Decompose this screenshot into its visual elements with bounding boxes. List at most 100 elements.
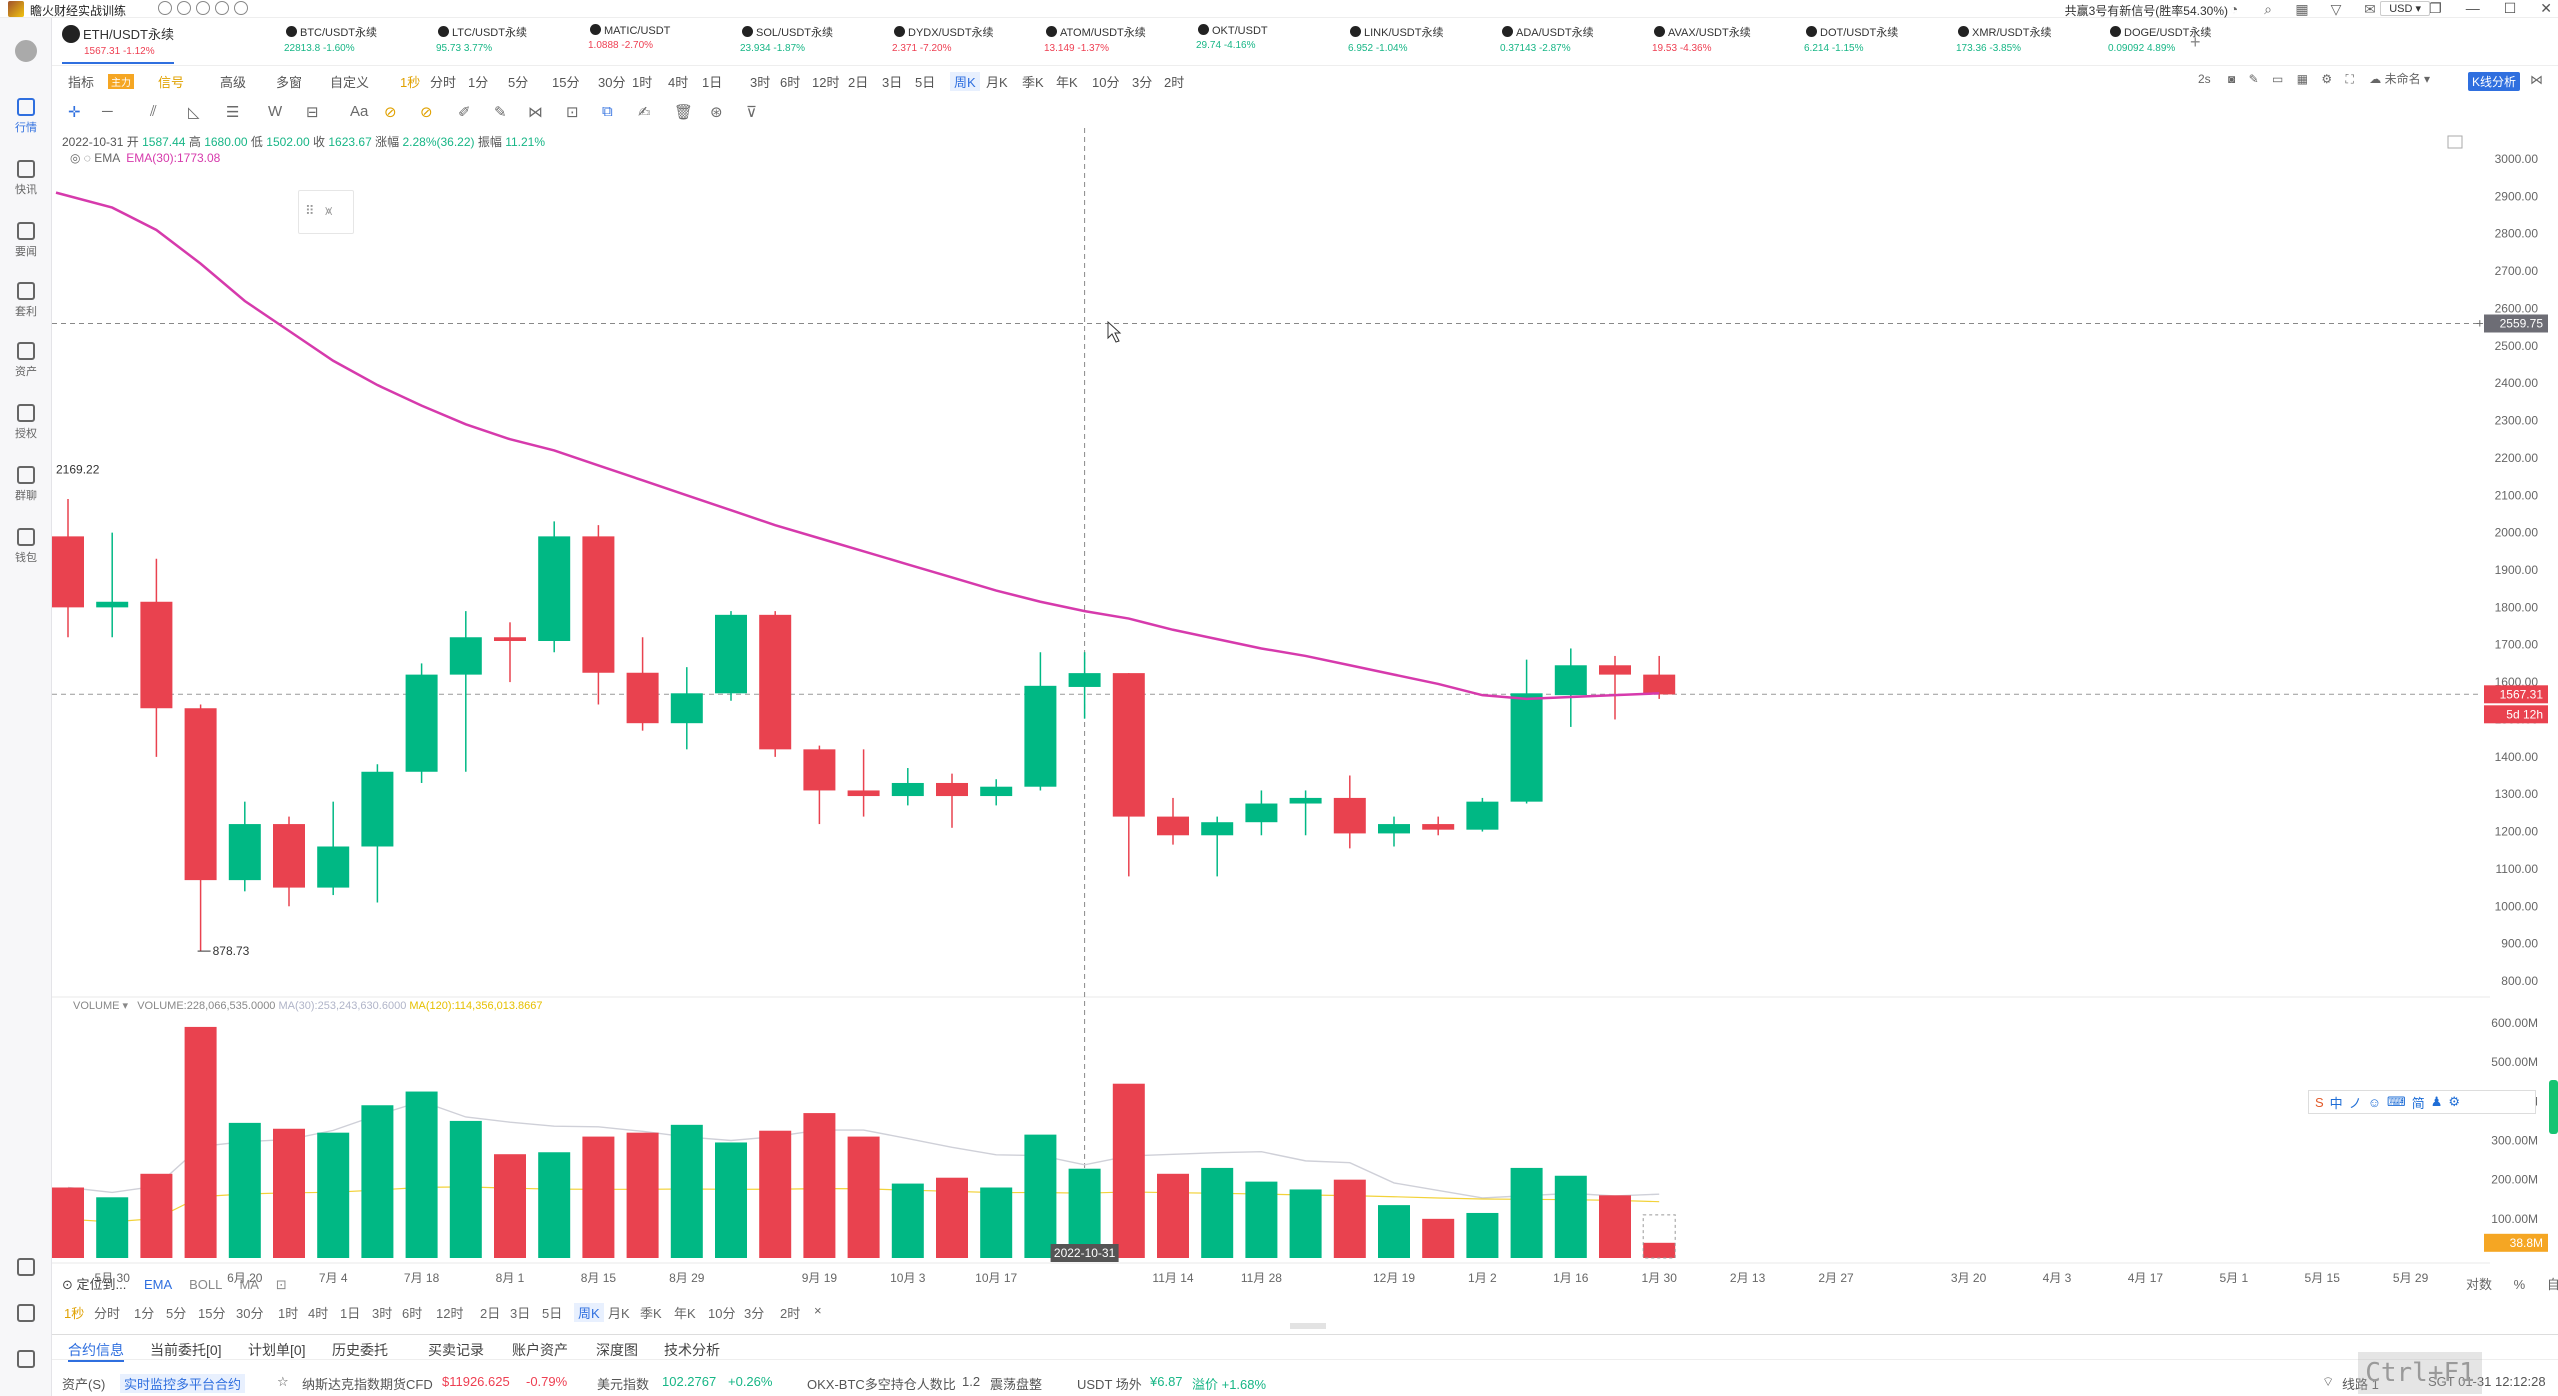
candle-body[interactable] (980, 786, 1013, 797)
timeframe-item[interactable]: 1分 (134, 1306, 155, 1321)
candle-body[interactable] (1245, 803, 1278, 823)
pen-icon[interactable]: ✎ (2248, 72, 2259, 86)
locate-ma[interactable]: MA (239, 1277, 259, 1292)
timeframe-item[interactable]: 年K (674, 1306, 696, 1321)
symbol-tab[interactable]: ATOM/USDT永续 13.149 -1.37% (1044, 24, 1146, 64)
drag-handle-icon[interactable]: ⠿ (305, 203, 315, 218)
symbol-tab[interactable]: LINK/USDT永续 6.952 -1.04% (1348, 24, 1443, 64)
candle-body[interactable] (582, 536, 615, 673)
star-icon[interactable]: ☆ (277, 1374, 289, 1389)
candle-body[interactable] (626, 672, 659, 724)
bottom-tab[interactable]: 当前委托[0] (150, 1342, 222, 1358)
candle-body[interactable] (1510, 693, 1543, 802)
timeframe-item[interactable]: 6时 (402, 1306, 423, 1321)
bottom-tab[interactable]: 账户资产 (512, 1342, 568, 1358)
refresh-rate[interactable]: 2s (2198, 72, 2211, 86)
grid-icon[interactable]: ▦ (2296, 72, 2309, 86)
toolbar-item[interactable]: 1时 (632, 75, 653, 90)
kline-analysis-button[interactable]: K线分析 (2468, 72, 2521, 91)
timeframe-item[interactable]: 15分 (198, 1306, 226, 1321)
candle-body[interactable] (936, 782, 968, 797)
floating-tool-panel[interactable]: ⠿ ⩙ (298, 190, 354, 234)
toolbar-item[interactable]: 高级 (220, 75, 247, 90)
keyboard-icon[interactable]: ⌨ (2386, 1094, 2406, 1109)
bottom-tab[interactable]: 技术分析 (664, 1342, 720, 1358)
candle-body[interactable] (1378, 824, 1410, 834)
ruler-icon[interactable]: ✎ (494, 104, 507, 121)
brush-icon[interactable]: ✐ (458, 104, 471, 121)
currency-select[interactable]: USD ▾ (2380, 1, 2430, 16)
sidebar-item-2[interactable]: 快讯 (0, 160, 52, 197)
candle-body[interactable] (1289, 797, 1322, 804)
settings-icon[interactable]: ⚙ (2321, 72, 2333, 86)
toolbar-item[interactable]: 2日 (848, 75, 869, 90)
toolbar-item[interactable]: 10分 (1092, 75, 1120, 90)
candle-body[interactable] (670, 693, 703, 724)
toolbar-item[interactable]: 自定义 (330, 75, 370, 90)
gem-icon[interactable] (0, 1258, 52, 1279)
candle-body[interactable] (1201, 822, 1234, 836)
line-icon[interactable]: ─ (102, 103, 113, 120)
add-alert-icon[interactable]: + (2476, 315, 2484, 330)
symbol-tab[interactable]: MATIC/USDT 1.0888 -2.70% (588, 24, 670, 64)
sidebar-item-6[interactable]: 授权 (0, 404, 52, 441)
fullscreen-icon[interactable]: ⛶ (2345, 72, 2354, 86)
candle-body[interactable] (449, 637, 482, 675)
signal-notice[interactable]: 共赢3号有新信号(胜率54.30%) (2064, 4, 2228, 18)
toolbar-item[interactable]: 6时 (780, 75, 801, 90)
toolbar-item[interactable]: 月K (986, 75, 1008, 90)
toolbar-item[interactable]: 1秒 (400, 75, 421, 90)
candle-body[interactable] (361, 771, 394, 847)
timeframe-item[interactable]: 30分 (236, 1306, 264, 1321)
mail-icon[interactable]: ✉ (2364, 1, 2376, 17)
timeframe-item[interactable]: 2时 (780, 1306, 801, 1321)
timeframe-item[interactable]: 4时 (308, 1306, 329, 1321)
copy-icon[interactable]: ⧉ (602, 103, 613, 120)
timeframe-item[interactable]: 月K (608, 1306, 630, 1321)
eye-icon[interactable]: ⊛ (710, 104, 723, 121)
timeframe-item[interactable]: × (814, 1303, 822, 1318)
timeframe-item[interactable]: 1时 (278, 1306, 299, 1321)
wave-icon[interactable]: W (268, 103, 283, 120)
status-monitor[interactable]: 实时监控多平台合约 (120, 1374, 246, 1393)
indicator-icon[interactable]: ⩙ (325, 203, 333, 218)
candle-body[interactable] (140, 601, 173, 709)
text-icon[interactable]: Aa (350, 103, 369, 120)
cloud-template[interactable]: ☁ 未命名 ▾ (2369, 72, 2430, 86)
add-icon[interactable] (158, 1, 172, 15)
timeframe-item[interactable]: 周K (574, 1303, 604, 1322)
scale-auto[interactable]: 自动 (2546, 1277, 2558, 1292)
maximize-icon[interactable]: ☐ (2503, 0, 2517, 16)
filter-icon[interactable]: ⊽ (746, 104, 757, 121)
pattern-icon[interactable]: ⋈ (528, 104, 543, 121)
close-circle-icon[interactable] (196, 1, 210, 15)
edit-indicator-icon[interactable]: ⊡ (275, 1277, 287, 1292)
camera-icon[interactable]: ◙ (2228, 72, 2236, 86)
sidebar-item-5[interactable]: 资产 (0, 342, 52, 379)
shirt-icon[interactable]: ▽ (2330, 1, 2342, 17)
toolbar-item[interactable]: 1日 (702, 75, 723, 90)
bottom-tab[interactable]: 买卖记录 (428, 1342, 484, 1358)
status-line[interactable]: 线路 1 (2342, 1377, 2379, 1392)
toolbar-item[interactable]: 季K (1022, 75, 1044, 90)
toolbar-item[interactable]: 3分 (1132, 75, 1153, 90)
fib-icon[interactable]: ☰ (226, 104, 240, 121)
candle-body[interactable] (1112, 673, 1145, 817)
timeframe-item[interactable]: 12时 (436, 1306, 464, 1321)
candle-body[interactable] (847, 790, 880, 797)
toolbar-item[interactable]: 分时 (430, 75, 457, 90)
candle-body[interactable] (228, 824, 261, 881)
timeframe-item[interactable]: 5分 (166, 1306, 187, 1321)
symbol-tab[interactable]: SOL/USDT永续 23.934 -1.87% (740, 24, 833, 64)
toolbar-item[interactable]: 5分 (508, 75, 529, 90)
triangle-icon[interactable]: ◺ (188, 104, 200, 121)
timeframe-item[interactable]: 3时 (372, 1306, 393, 1321)
toolbar-item[interactable]: 12时 (812, 75, 840, 90)
scroll-handle[interactable] (1290, 1323, 1326, 1329)
candle-body[interactable] (96, 601, 129, 608)
toolbar-item[interactable]: 2时 (1164, 75, 1185, 90)
timeframe-item[interactable]: 3分 (744, 1306, 765, 1321)
shop-icon[interactable]: ▦ (2295, 1, 2309, 17)
toolbar-item[interactable]: 5日 (915, 75, 936, 90)
